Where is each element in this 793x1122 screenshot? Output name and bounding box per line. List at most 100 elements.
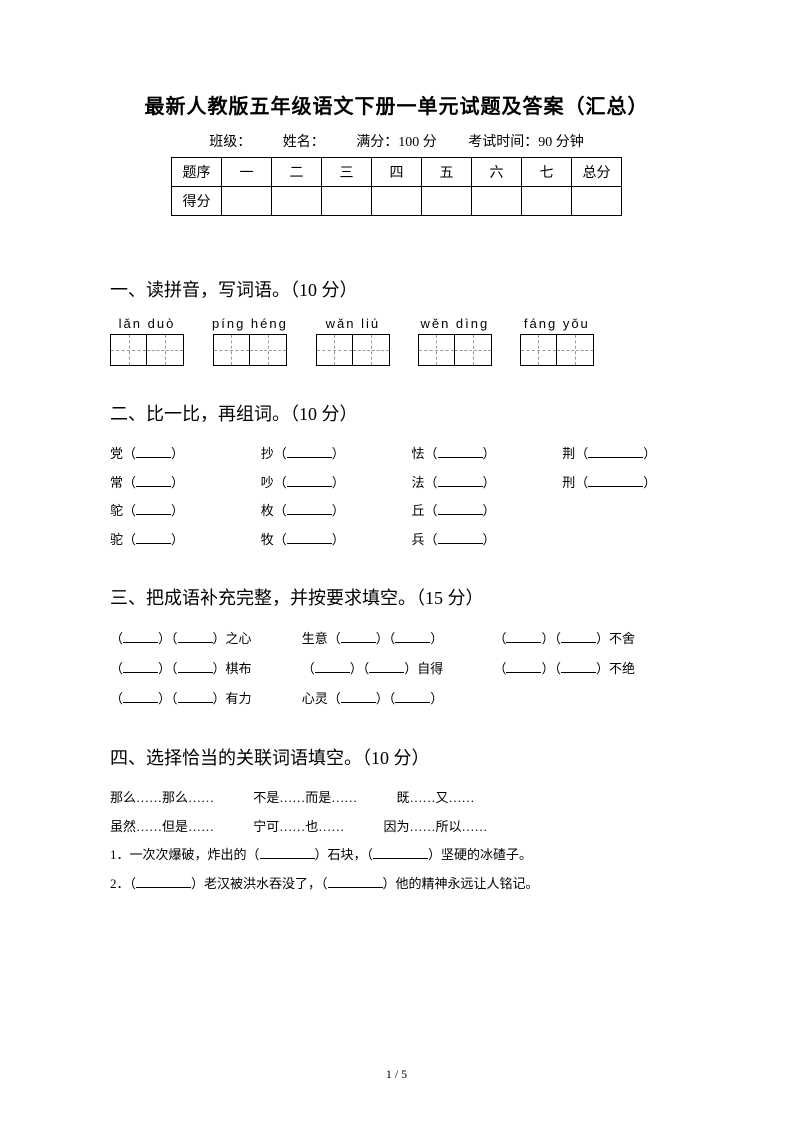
tianzige-box[interactable] (520, 334, 594, 366)
fill-blank[interactable] (136, 530, 171, 544)
question-2: 2．（）老汉被洪水吞没了，（）他的精神永远让人铭记。 (110, 870, 683, 899)
fill-blank[interactable] (561, 659, 596, 673)
fill-blank[interactable] (438, 473, 483, 487)
th-4: 四 (372, 158, 422, 187)
pinyin-text: píng héng (212, 316, 288, 331)
fill-blank[interactable] (123, 629, 158, 643)
fill-blank[interactable] (315, 659, 350, 673)
th-2: 二 (272, 158, 322, 187)
fill-blank[interactable] (438, 530, 483, 544)
th-7: 七 (522, 158, 572, 187)
conj-opt: 不是……而是…… (253, 790, 357, 805)
compare-item: 驼（） (110, 526, 231, 555)
fill-blank[interactable] (123, 689, 158, 703)
pinyin-text: wǎn liú (316, 316, 390, 331)
score-table: 题序 一 二 三 四 五 六 七 总分 得分 (171, 157, 622, 216)
page-title: 最新人教版五年级语文下册一单元试题及答案（汇总） (110, 90, 683, 119)
fill-blank[interactable] (588, 444, 643, 458)
compare-item: 兵（） (412, 526, 533, 555)
fill-blank[interactable] (178, 689, 213, 703)
fill-blank[interactable] (287, 444, 332, 458)
fill-blank[interactable] (136, 874, 191, 888)
th-seq: 题序 (172, 158, 222, 187)
compare-item: 怯（） (412, 440, 533, 469)
th-5: 五 (422, 158, 472, 187)
row-label: 得分 (172, 187, 222, 216)
pinyin-text: wěn dìng (418, 316, 492, 331)
section-1-title: 一、读拼音，写词语。（10 分） (110, 276, 683, 302)
pinyin-group: wěn dìng (418, 316, 492, 370)
fill-blank[interactable] (438, 501, 483, 515)
tianzige-box[interactable] (316, 334, 390, 366)
exam-info: 班级： 姓名： 满分：100 分 考试时间：90 分钟 (110, 131, 683, 151)
fill-blank[interactable] (287, 501, 332, 515)
fill-blank[interactable] (260, 845, 315, 859)
compare-grid: 党（） 抄（） 怯（） 荆（） 常（） 吵（） 法（） 刑（） 鸵（） 枚（） … (110, 440, 683, 554)
pinyin-text: lǎn duò (110, 316, 184, 331)
tianzige-box[interactable] (418, 334, 492, 366)
fill-blank[interactable] (341, 629, 376, 643)
question-1: 1．一次次爆破，炸出的（）石块，（）坚硬的冰碴子。 (110, 841, 683, 870)
fill-blank[interactable] (136, 501, 171, 515)
fill-blank[interactable] (506, 659, 541, 673)
exam-time: 考试时间：90 分钟 (468, 135, 584, 150)
fill-blank[interactable] (588, 473, 643, 487)
section-3-title: 三、把成语补充完整，并按要求填空。（15 分） (110, 584, 683, 610)
fill-blank[interactable] (341, 689, 376, 703)
fill-blank[interactable] (438, 444, 483, 458)
idiom-item: （）（）棋布 (110, 654, 284, 684)
tianzige-box[interactable] (110, 334, 184, 366)
fill-blank[interactable] (178, 659, 213, 673)
pinyin-group: fáng yǒu (520, 316, 594, 370)
score-cell[interactable] (372, 187, 422, 216)
page-number: 1 / 5 (0, 1067, 793, 1082)
compare-item: 鸵（） (110, 497, 231, 526)
idiom-item: （）（）自得 (302, 654, 476, 684)
th-3: 三 (322, 158, 372, 187)
fill-blank[interactable] (561, 629, 596, 643)
pinyin-group: wǎn liú (316, 316, 390, 370)
score-cell[interactable] (472, 187, 522, 216)
fill-blank[interactable] (506, 629, 541, 643)
fill-blank[interactable] (136, 444, 171, 458)
fill-blank[interactable] (373, 845, 428, 859)
pinyin-group: píng héng (212, 316, 288, 370)
pinyin-group: lǎn duò (110, 316, 184, 370)
pinyin-text: fáng yǒu (520, 316, 594, 331)
fill-blank[interactable] (136, 473, 171, 487)
fill-blank[interactable] (123, 659, 158, 673)
score-cell[interactable] (522, 187, 572, 216)
score-cell[interactable] (222, 187, 272, 216)
conj-opt: 那么……那么…… (110, 790, 214, 805)
name-label: 姓名： (283, 135, 325, 150)
compare-item: 刑（） (562, 469, 683, 498)
score-cell[interactable] (322, 187, 372, 216)
fill-blank[interactable] (395, 689, 430, 703)
full-mark: 满分：100 分 (356, 135, 437, 150)
fill-blank[interactable] (178, 629, 213, 643)
pinyin-row: lǎn duò píng héng wǎn liú wěn dìng fáng … (110, 316, 683, 370)
compare-item: 牧（） (261, 526, 382, 555)
fill-blank[interactable] (287, 473, 332, 487)
conj-opt: 宁可……也…… (253, 819, 344, 834)
score-cell[interactable] (422, 187, 472, 216)
conj-opt: 因为……所以…… (384, 819, 488, 834)
idiom-item: （）（）不绝 (493, 654, 683, 684)
compare-item: 丘（） (412, 497, 533, 526)
compare-item: 抄（） (261, 440, 382, 469)
compare-item: 常（） (110, 469, 231, 498)
fill-blank[interactable] (287, 530, 332, 544)
idiom-item: （）（）之心 (110, 624, 284, 654)
fill-blank[interactable] (328, 874, 383, 888)
idiom-item: 生意（）（） (302, 624, 476, 654)
score-value-row: 得分 (172, 187, 622, 216)
fill-blank[interactable] (369, 659, 404, 673)
conjunction-options: 虽然……但是…… 宁可……也…… 因为……所以…… (110, 813, 683, 842)
score-cell[interactable] (572, 187, 622, 216)
fill-blank[interactable] (395, 629, 430, 643)
conj-opt: 虽然……但是…… (110, 819, 214, 834)
compare-item: 枚（） (261, 497, 382, 526)
idiom-item: 心灵（）（） (302, 684, 476, 714)
tianzige-box[interactable] (213, 334, 287, 366)
score-cell[interactable] (272, 187, 322, 216)
